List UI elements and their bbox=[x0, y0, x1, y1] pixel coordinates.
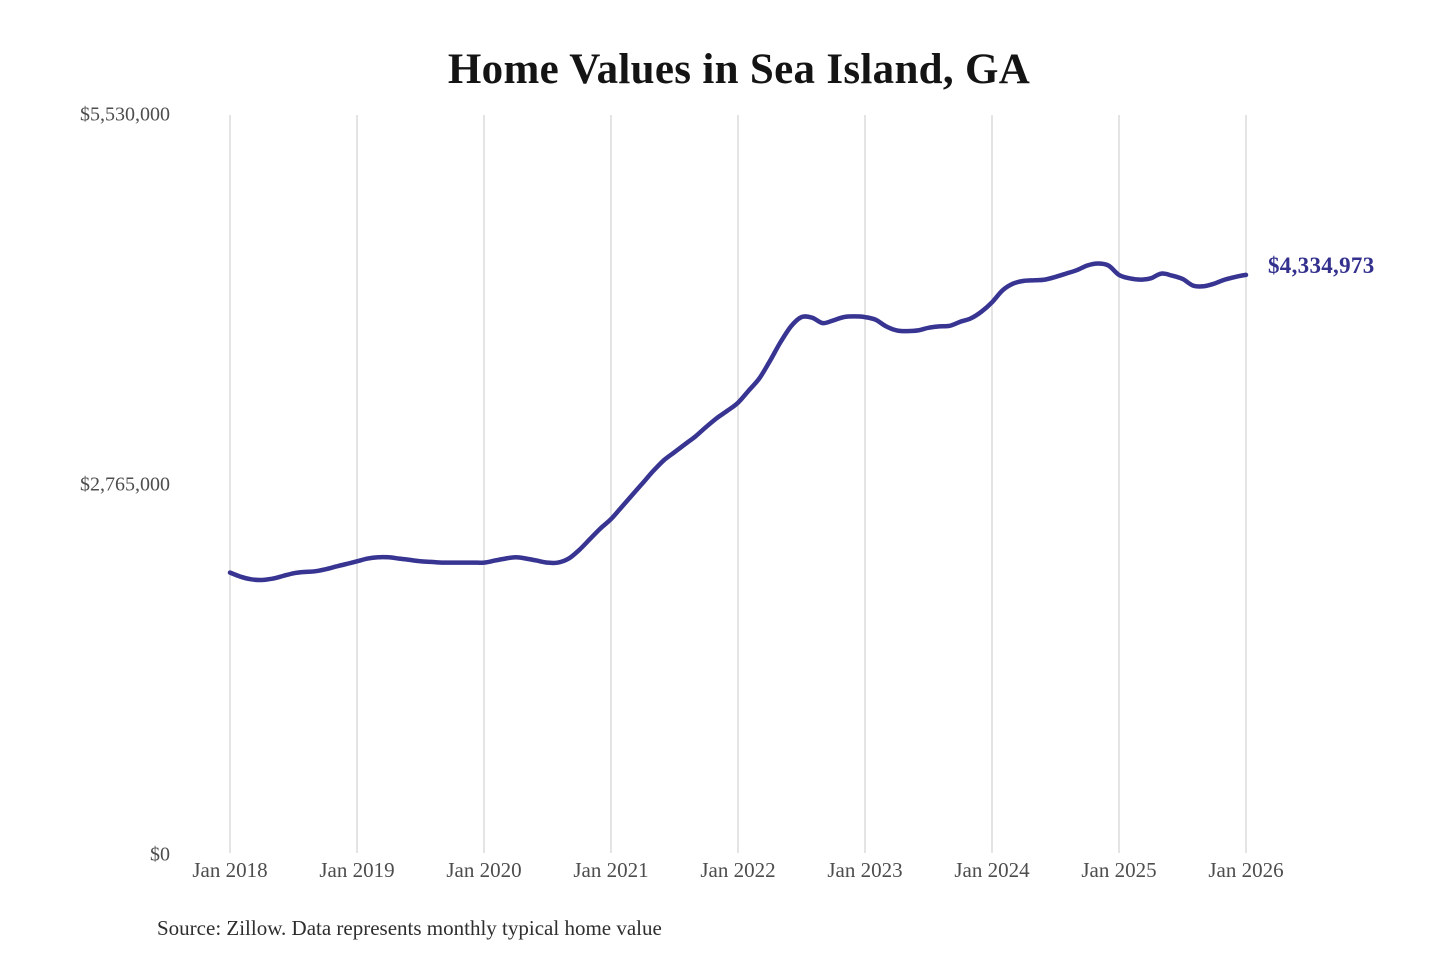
y-tick-label: $0 bbox=[150, 843, 170, 866]
home-value-line bbox=[227, 261, 1249, 583]
x-tick-label: Jan 2026 bbox=[1208, 858, 1284, 882]
chart-title: Home Values in Sea Island, GA bbox=[447, 46, 1031, 93]
gridlines bbox=[229, 115, 1247, 853]
x-tick-label: Jan 2021 bbox=[573, 858, 649, 882]
source-note: Source: Zillow. Data represents monthly … bbox=[157, 916, 662, 940]
y-tick-label: $5,530,000 bbox=[80, 103, 170, 126]
x-tick-label: Jan 2025 bbox=[1081, 858, 1157, 882]
x-tick-label: Jan 2023 bbox=[827, 858, 903, 882]
end-value-label: $4,334,973 bbox=[1268, 252, 1375, 278]
x-tick-label: Jan 2024 bbox=[954, 858, 1030, 882]
x-tick-label: Jan 2022 bbox=[700, 858, 776, 882]
y-tick-label: $2,765,000 bbox=[80, 473, 170, 496]
x-tick-label: Jan 2020 bbox=[446, 858, 522, 882]
x-tick-label: Jan 2018 bbox=[192, 858, 268, 882]
x-tick-label: Jan 2019 bbox=[319, 858, 395, 882]
